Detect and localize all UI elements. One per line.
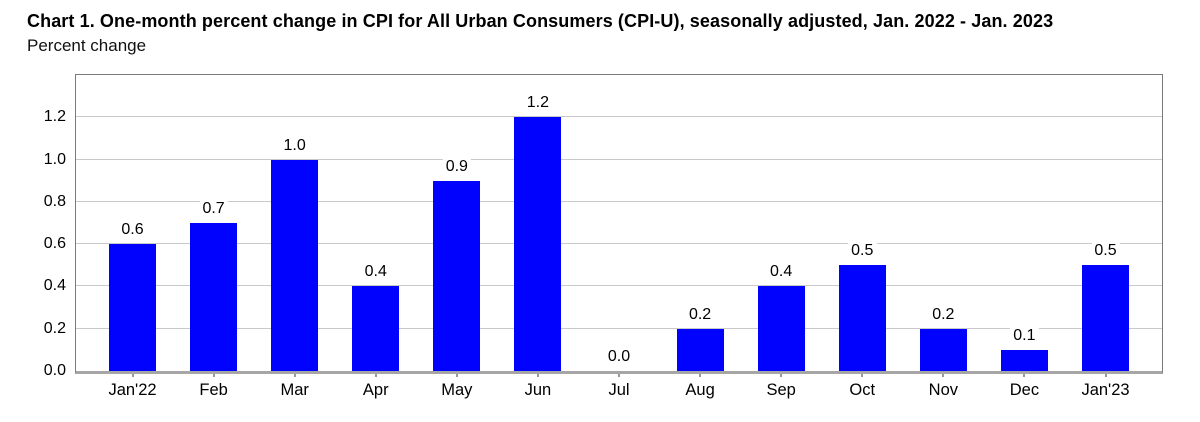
bar-value-label: 0.0	[604, 347, 634, 366]
bar-Oct	[838, 265, 886, 371]
bar-value-label: 0.9	[442, 156, 471, 176]
x-tick-label: May	[441, 381, 473, 399]
y-tick-label: 0.8	[43, 192, 66, 210]
x-tick-label: Apr	[362, 381, 389, 399]
gridline	[76, 243, 1162, 245]
y-tick-label: 1.0	[43, 150, 66, 168]
x-tick-label: Aug	[685, 381, 715, 399]
bar-value-label: 0.2	[929, 304, 958, 324]
x-tick-label: Jan'23	[1081, 381, 1130, 399]
gridline	[76, 285, 1162, 287]
x-tick-mark	[212, 374, 215, 377]
gridline	[76, 158, 1162, 160]
x-tick-label: Sep	[766, 381, 796, 399]
x-tick-label: Jun	[524, 381, 552, 399]
bar-Dec	[1000, 349, 1048, 371]
bar-Nov	[919, 328, 967, 371]
gridline	[76, 327, 1162, 329]
y-tick-label: 0.0	[43, 362, 66, 379]
bar-value-label: 0.5	[1091, 241, 1120, 261]
bar-value-label: 0.2	[685, 304, 715, 324]
x-tick-label: Mar	[280, 381, 309, 399]
bar-Feb	[190, 223, 238, 371]
y-tick-label: 0.6	[43, 235, 66, 253]
bar-value-label: 0.6	[118, 220, 147, 240]
bar-Jan'23	[1082, 265, 1129, 371]
y-tick-label: 1.2	[43, 108, 66, 126]
bar-value-label: 0.7	[199, 199, 228, 218]
x-tick-label: Jan'22	[108, 381, 157, 399]
x-tick-label: Feb	[199, 381, 228, 399]
gridline	[76, 116, 1162, 118]
x-tick-mark	[942, 374, 945, 377]
bar-value-label: 0.4	[767, 262, 796, 282]
bar-Sep	[757, 286, 805, 371]
x-tick-label: Oct	[849, 381, 876, 399]
bar-value-label: 1.2	[523, 93, 553, 113]
x-tick-mark	[780, 374, 783, 377]
bar-value-label: 0.1	[1010, 325, 1039, 345]
x-tick-label: Jul	[608, 381, 630, 399]
gridline	[76, 200, 1162, 202]
bar-Mar	[271, 159, 319, 371]
x-tick-mark	[1023, 374, 1026, 377]
x-tick-label: Nov	[928, 381, 958, 399]
x-tick-mark	[293, 374, 296, 377]
bar-Aug	[676, 328, 724, 371]
bar-Apr	[352, 286, 400, 371]
x-tick-mark	[618, 374, 620, 377]
x-tick-mark	[131, 374, 134, 377]
bar-May	[433, 180, 481, 371]
bar-Jan'22	[109, 244, 156, 371]
chart-subtitle-percent-change: Percent change	[27, 36, 147, 55]
bar-value-label: 0.4	[361, 262, 390, 282]
y-tick-label: 0.2	[43, 319, 66, 337]
chart-title: Chart 1. One-month percent change in CPI…	[27, 11, 1054, 31]
y-tick-label: 0.4	[43, 277, 66, 295]
x-tick-mark	[455, 374, 458, 377]
x-tick-mark	[1104, 374, 1107, 377]
bar-chart-plot-area: 0.6 0.7 1.0 0.4 0.9 1.2 0.0 0.2 0.4 0.5 0.2 0.1 0.5	[75, 74, 1163, 374]
x-tick-mark	[699, 374, 702, 377]
bar-Jun	[514, 117, 562, 371]
x-tick-mark	[536, 374, 539, 377]
x-tick-mark	[374, 374, 377, 377]
x-tick-label: Dec	[1009, 381, 1040, 399]
bar-value-label: 0.5	[848, 241, 877, 261]
bar-value-label: 1.0	[280, 135, 309, 155]
x-tick-mark	[861, 374, 864, 377]
